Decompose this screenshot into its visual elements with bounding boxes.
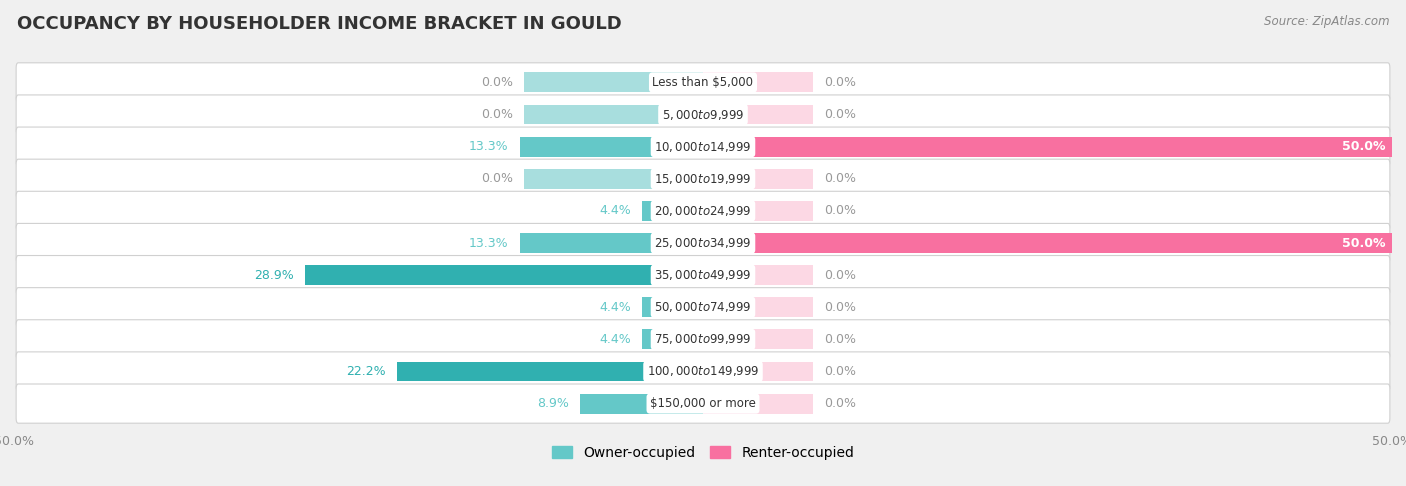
Bar	[703, 72, 813, 92]
Text: $50,000 to $74,999: $50,000 to $74,999	[654, 300, 752, 314]
FancyBboxPatch shape	[15, 320, 1391, 359]
Text: 28.9%: 28.9%	[254, 269, 294, 281]
Text: 0.0%: 0.0%	[481, 76, 513, 89]
Bar	[703, 233, 1392, 253]
Text: $25,000 to $34,999: $25,000 to $34,999	[654, 236, 752, 250]
Bar	[703, 104, 813, 124]
FancyBboxPatch shape	[15, 288, 1391, 327]
Text: 8.9%: 8.9%	[537, 397, 569, 410]
Bar	[643, 201, 703, 221]
FancyBboxPatch shape	[15, 352, 1391, 391]
Bar	[703, 137, 1392, 156]
Text: 22.2%: 22.2%	[346, 365, 387, 378]
Text: 0.0%: 0.0%	[481, 108, 513, 121]
Text: $10,000 to $14,999: $10,000 to $14,999	[654, 139, 752, 154]
Text: 0.0%: 0.0%	[824, 108, 856, 121]
Text: $15,000 to $19,999: $15,000 to $19,999	[654, 172, 752, 186]
Text: OCCUPANCY BY HOUSEHOLDER INCOME BRACKET IN GOULD: OCCUPANCY BY HOUSEHOLDER INCOME BRACKET …	[17, 15, 621, 33]
Text: 4.4%: 4.4%	[599, 301, 631, 314]
Bar	[703, 265, 813, 285]
Bar	[643, 297, 703, 317]
Text: 0.0%: 0.0%	[824, 269, 856, 281]
Bar	[643, 330, 703, 349]
Bar	[524, 169, 703, 189]
Bar	[396, 362, 703, 382]
Text: 0.0%: 0.0%	[824, 205, 856, 217]
Bar	[703, 330, 813, 349]
FancyBboxPatch shape	[15, 127, 1391, 166]
Text: $20,000 to $24,999: $20,000 to $24,999	[654, 204, 752, 218]
Text: $75,000 to $99,999: $75,000 to $99,999	[654, 332, 752, 347]
FancyBboxPatch shape	[15, 63, 1391, 102]
Bar	[305, 265, 703, 285]
FancyBboxPatch shape	[15, 191, 1391, 230]
Bar	[703, 169, 813, 189]
Text: 0.0%: 0.0%	[824, 76, 856, 89]
Text: 13.3%: 13.3%	[470, 237, 509, 249]
Text: 0.0%: 0.0%	[824, 172, 856, 185]
FancyBboxPatch shape	[15, 95, 1391, 134]
Text: 4.4%: 4.4%	[599, 333, 631, 346]
Bar	[581, 394, 703, 414]
Text: 0.0%: 0.0%	[824, 397, 856, 410]
Text: 0.0%: 0.0%	[824, 333, 856, 346]
Text: 4.4%: 4.4%	[599, 205, 631, 217]
Text: 0.0%: 0.0%	[481, 172, 513, 185]
FancyBboxPatch shape	[15, 256, 1391, 295]
Text: 50.0%: 50.0%	[1341, 237, 1385, 249]
Text: $150,000 or more: $150,000 or more	[650, 397, 756, 410]
FancyBboxPatch shape	[15, 159, 1391, 198]
Text: Source: ZipAtlas.com: Source: ZipAtlas.com	[1264, 15, 1389, 28]
Text: Less than $5,000: Less than $5,000	[652, 76, 754, 89]
Bar	[703, 362, 813, 382]
Bar	[703, 297, 813, 317]
Text: $100,000 to $149,999: $100,000 to $149,999	[647, 364, 759, 379]
Bar	[524, 104, 703, 124]
Text: $35,000 to $49,999: $35,000 to $49,999	[654, 268, 752, 282]
Legend: Owner-occupied, Renter-occupied: Owner-occupied, Renter-occupied	[546, 440, 860, 465]
Text: 13.3%: 13.3%	[470, 140, 509, 153]
Bar	[520, 233, 703, 253]
Text: 0.0%: 0.0%	[824, 365, 856, 378]
Bar	[703, 394, 813, 414]
Text: 50.0%: 50.0%	[1341, 140, 1385, 153]
Text: 0.0%: 0.0%	[824, 301, 856, 314]
Bar	[520, 137, 703, 156]
FancyBboxPatch shape	[15, 384, 1391, 423]
Bar	[703, 201, 813, 221]
Text: $5,000 to $9,999: $5,000 to $9,999	[662, 107, 744, 122]
FancyBboxPatch shape	[15, 224, 1391, 262]
Bar	[524, 72, 703, 92]
